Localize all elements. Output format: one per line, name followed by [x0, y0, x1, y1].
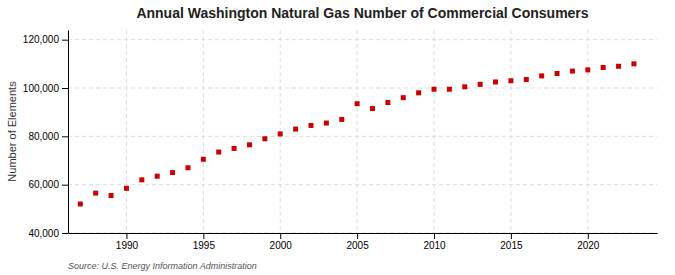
tick-mark: [280, 233, 281, 239]
tick-label: 120,000: [23, 34, 60, 45]
tick: 1995: [193, 233, 216, 251]
tick: 2020: [577, 233, 600, 251]
source: Source: U.S. Energy Information Administ…: [68, 261, 257, 271]
point: [93, 191, 98, 196]
grid-line: [357, 30, 358, 233]
grid-line: [68, 184, 657, 185]
tick: 120,000: [23, 34, 68, 45]
tick-label: 1995: [193, 240, 216, 251]
point: [585, 67, 590, 72]
title: Annual Washington Natural Gas Number of …: [136, 5, 588, 21]
x-axis: 1990 1995 2000 2005 2010 2015 2020: [69, 233, 658, 251]
grid-line: [68, 88, 657, 89]
point: [308, 123, 313, 128]
point: [170, 170, 175, 175]
tick-label: 2020: [577, 240, 600, 251]
point: [401, 95, 406, 100]
tick: 2015: [500, 233, 523, 251]
tick: 60,000: [28, 179, 68, 190]
point: [262, 136, 267, 141]
tick-mark: [62, 88, 68, 89]
point: [385, 100, 390, 105]
tick-label: 40,000: [28, 228, 59, 239]
tick: 2010: [423, 233, 446, 251]
point: [278, 131, 283, 136]
tick: 100,000: [23, 83, 68, 94]
point: [293, 127, 298, 132]
tick-label: 1990: [116, 240, 139, 251]
point: [370, 106, 375, 111]
point: [324, 121, 329, 126]
grid-line: [68, 233, 657, 234]
y-axis: 40,000 60,000 80,000 100,000 120,000: [23, 31, 69, 239]
point: [601, 65, 606, 70]
point: [447, 87, 452, 92]
grid-line: [510, 30, 511, 233]
tick-mark: [62, 136, 68, 137]
point: [124, 186, 129, 191]
tick-label: 2000: [270, 240, 293, 251]
point: [216, 150, 221, 155]
y-axis-title: Number of Elements: [6, 81, 18, 182]
point: [631, 61, 636, 66]
tick-mark: [588, 233, 589, 239]
point: [493, 79, 498, 84]
tick: 80,000: [28, 131, 68, 142]
grid-line: [68, 39, 657, 40]
tick: 1990: [116, 233, 139, 251]
point: [478, 82, 483, 87]
axis-line: [68, 31, 69, 234]
tick-mark: [203, 233, 204, 239]
tick-label: 2010: [423, 240, 446, 251]
tick-label: 2015: [500, 240, 523, 251]
point: [570, 69, 575, 74]
grid: [68, 30, 657, 233]
tick-label: 80,000: [28, 131, 59, 142]
tick-mark: [434, 233, 435, 239]
tick: 40,000: [28, 228, 68, 239]
tick-label: 60,000: [28, 179, 59, 190]
point: [355, 101, 360, 106]
grid-line: [68, 136, 657, 137]
point: [139, 177, 144, 182]
point: [185, 165, 190, 170]
points: [78, 61, 637, 206]
point: [339, 117, 344, 122]
tick-mark: [62, 233, 68, 234]
point: [416, 90, 421, 95]
point: [109, 193, 114, 198]
point: [78, 202, 83, 207]
grid-line: [434, 30, 435, 233]
tick-mark: [62, 185, 68, 186]
grid-line: [126, 30, 127, 233]
point: [232, 146, 237, 151]
tick-mark: [511, 233, 512, 239]
tick-mark: [62, 40, 68, 41]
point: [432, 87, 437, 92]
point: [201, 157, 206, 162]
tick-mark: [126, 233, 127, 239]
point: [247, 142, 252, 147]
tick-mark: [357, 233, 358, 239]
tick-label: 2005: [346, 240, 369, 251]
grid-line: [587, 30, 588, 233]
tick-label: 100,000: [23, 83, 60, 94]
point: [155, 174, 160, 179]
tick: 2005: [346, 233, 369, 251]
chart: 1990 1995 2000 2005 2010 2015 2020 40,000 60,000…: [0, 0, 675, 275]
grid-line: [203, 30, 204, 233]
plot: 1990 1995 2000 2005 2010 2015 2020 40,000 60,000…: [23, 30, 658, 251]
point: [524, 77, 529, 82]
point: [555, 71, 560, 76]
point: [462, 84, 467, 89]
point: [508, 78, 513, 83]
axis-line: [69, 233, 658, 234]
point: [539, 73, 544, 78]
point: [616, 64, 621, 69]
tick: 2000: [270, 233, 293, 251]
